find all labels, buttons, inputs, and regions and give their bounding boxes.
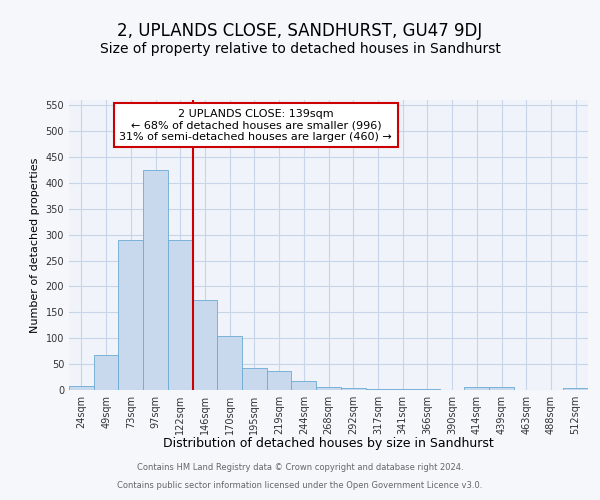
Bar bbox=[341, 388, 365, 390]
Bar bbox=[118, 240, 143, 390]
Bar bbox=[563, 388, 588, 390]
Bar bbox=[267, 371, 292, 390]
Text: Size of property relative to detached houses in Sandhurst: Size of property relative to detached ho… bbox=[100, 42, 500, 56]
Bar bbox=[94, 355, 118, 390]
Bar bbox=[143, 170, 168, 390]
Text: Contains public sector information licensed under the Open Government Licence v3: Contains public sector information licen… bbox=[118, 481, 482, 490]
Bar bbox=[69, 386, 94, 390]
Bar bbox=[292, 380, 316, 390]
Bar bbox=[193, 300, 217, 390]
Bar bbox=[316, 388, 341, 390]
Text: 2, UPLANDS CLOSE, SANDHURST, GU47 9DJ: 2, UPLANDS CLOSE, SANDHURST, GU47 9DJ bbox=[118, 22, 482, 40]
Text: 2 UPLANDS CLOSE: 139sqm
← 68% of detached houses are smaller (996)
31% of semi-d: 2 UPLANDS CLOSE: 139sqm ← 68% of detache… bbox=[119, 108, 392, 142]
Text: Contains HM Land Registry data © Crown copyright and database right 2024.: Contains HM Land Registry data © Crown c… bbox=[137, 464, 463, 472]
Y-axis label: Number of detached properties: Number of detached properties bbox=[30, 158, 40, 332]
Bar bbox=[242, 368, 267, 390]
Bar bbox=[489, 388, 514, 390]
Bar bbox=[464, 388, 489, 390]
Bar bbox=[168, 240, 193, 390]
Bar bbox=[217, 336, 242, 390]
Text: Distribution of detached houses by size in Sandhurst: Distribution of detached houses by size … bbox=[163, 438, 494, 450]
